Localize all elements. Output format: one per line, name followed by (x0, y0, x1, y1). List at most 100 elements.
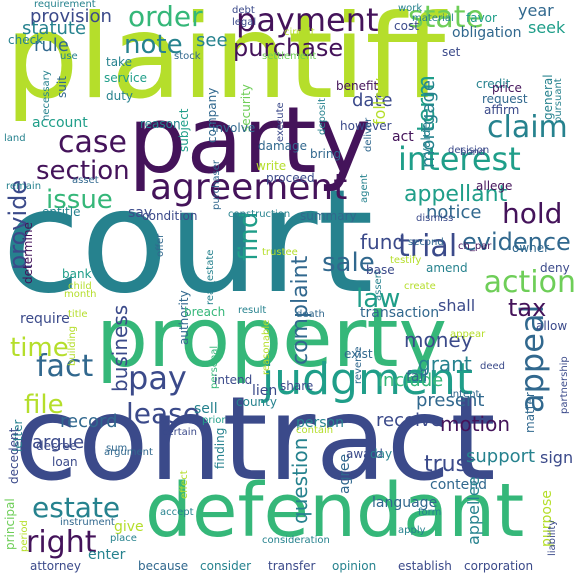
word-contend: contend (430, 477, 487, 493)
word-set: set (442, 45, 461, 59)
word-value: value (419, 122, 433, 155)
word-contract: contract (14, 372, 496, 507)
word-base: base (366, 263, 395, 277)
word-trust: trust (424, 452, 476, 477)
word-offer: offer (155, 233, 166, 257)
word-decree: decree (36, 439, 78, 453)
word-give: give (114, 519, 144, 535)
word-involve: involve (212, 121, 256, 135)
word-court: court (2, 158, 374, 325)
word-consideration: consideration (262, 535, 330, 546)
word-deliver: deliver (363, 117, 374, 152)
word-record: record (60, 411, 118, 432)
word-entitle: entitle (42, 205, 81, 219)
word-affirm: affirm (484, 103, 520, 117)
word-corporation: corporation (464, 559, 534, 573)
word-period: period (19, 520, 30, 552)
word-credit: credit (476, 77, 511, 91)
word-pay: pay (128, 359, 187, 397)
word-owner: owner (512, 241, 550, 255)
word-sale: sale (322, 248, 375, 278)
word-intent: intent (450, 389, 480, 400)
word-note: note (124, 30, 183, 60)
word-sum: sum (106, 443, 128, 454)
word-price: price (492, 81, 522, 95)
word-judgment: judgment (262, 354, 474, 405)
word-proceed: proceed (266, 171, 315, 185)
word-request: request (482, 92, 528, 106)
word-appellant: appellant (404, 182, 508, 207)
word-necessary: necessary (41, 70, 52, 121)
word-work: work (398, 3, 423, 14)
word-result: result (238, 305, 267, 316)
word-date: date (352, 90, 393, 111)
word-trial: trial (398, 229, 458, 264)
word-county: county (236, 395, 277, 409)
word-breach: breach (184, 305, 226, 319)
word-death: death (296, 309, 325, 320)
word-real-estate: real_estate (205, 249, 216, 305)
word-issue: issue (46, 185, 113, 215)
word-money: money (404, 328, 473, 352)
word-lease: lease (126, 397, 200, 430)
word-pursuant: pursuant (553, 78, 564, 123)
word-debt: debt (232, 5, 255, 16)
word-purchase: purchase (233, 34, 344, 62)
word-day: day (370, 447, 393, 461)
word-deposit: deposit (317, 98, 328, 135)
word-say: say (128, 205, 153, 221)
word-settlement: settlement (262, 51, 317, 62)
word-damage: damage (258, 139, 308, 153)
word-title: title (68, 309, 88, 320)
word-requirement: requirement (34, 0, 96, 10)
word-hold: hold (502, 197, 563, 230)
word-partnership: partnership (559, 356, 570, 414)
word-attorney: attorney (30, 559, 81, 573)
word-lien: lien (252, 383, 278, 399)
word-form: form (418, 507, 442, 518)
word-apply: apply (398, 525, 426, 536)
word-award: award (346, 447, 383, 461)
word-claim: claim (487, 110, 568, 145)
word-plaintiff: plaintiff (5, 0, 446, 125)
word-building: building (67, 325, 78, 366)
word-principal: principal (3, 498, 17, 550)
word-property: property (96, 291, 448, 386)
word-allow: allow (536, 319, 568, 333)
word-bank: bank (62, 267, 92, 281)
word-present: present (416, 390, 485, 411)
word-take: take (106, 55, 132, 69)
word-right: right (26, 525, 97, 560)
word-sell: sell (194, 401, 218, 417)
word-consider: consider (200, 559, 252, 573)
word-case: case (58, 125, 127, 160)
word-law: law (356, 284, 401, 314)
word-allege: allege (476, 179, 513, 193)
word-legal: legal (232, 17, 257, 28)
word-share: share (280, 379, 314, 393)
word-deny: deny (540, 261, 570, 275)
word-language: language (372, 495, 438, 511)
word-payment: payment (236, 1, 379, 39)
word-appellee: appellee (464, 476, 483, 545)
word-matter: matter (523, 392, 537, 433)
word-benefit: benefit (336, 79, 379, 93)
word-question: question (288, 437, 312, 524)
word-reason: reason (140, 117, 181, 131)
word-state: state (408, 0, 484, 35)
word-use: use (60, 51, 78, 62)
word-suit: suit (55, 76, 69, 98)
word-remain: remain (6, 181, 42, 192)
word-asset: asset (72, 175, 99, 186)
word-establish: establish (398, 559, 452, 573)
word-transfer: transfer (268, 559, 316, 573)
word-duty: duty (106, 89, 134, 103)
word-receive: receive (376, 410, 442, 431)
word-action: action (483, 265, 576, 300)
word-determine: determine (21, 222, 35, 284)
word-include: include (378, 370, 444, 391)
word-agent: agent (359, 174, 370, 203)
word-argue: argue (32, 432, 85, 453)
word-fact: fact (36, 349, 94, 384)
word-testify: testify (390, 255, 422, 266)
